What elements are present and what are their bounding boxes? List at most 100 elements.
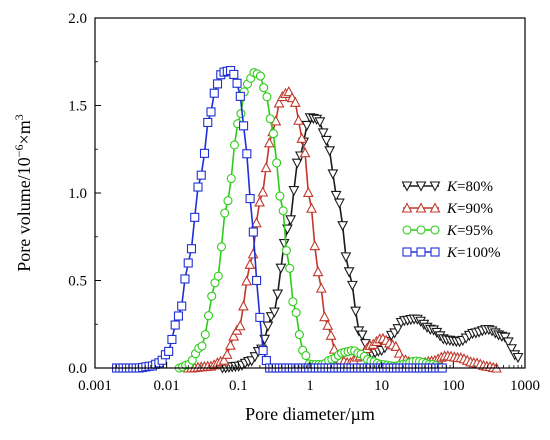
series-K=80% (217, 113, 524, 374)
x-tick-label: 10 (374, 378, 389, 394)
data-point-triangle-up (315, 282, 327, 293)
data-point-triangle-up (254, 196, 266, 207)
legend-label-variable: K (446, 245, 458, 261)
data-point-triangle-down (340, 252, 352, 263)
data-point-triangle-down (506, 344, 517, 355)
data-point-circle (226, 173, 236, 184)
data-point-circle (255, 71, 265, 81)
legend-label-variable: K (446, 223, 458, 239)
data-point-circle (262, 92, 272, 102)
data-point-square (193, 182, 203, 192)
x-tick-label: 100 (442, 378, 465, 394)
data-point-square (183, 258, 193, 268)
legend-label-value: =90% (457, 201, 493, 217)
data-point-triangle-up (244, 258, 256, 269)
data-point-triangle-down (401, 181, 413, 192)
data-point-triangle-down (337, 221, 349, 232)
ticks-layer: 0.001 0.01 0.1 1 10 100 1000 0.0 0.5 1.0 1.5 2.0 (68, 11, 540, 394)
data-point-triangle-down (512, 352, 524, 364)
data-point-triangle-up (302, 186, 314, 198)
legend-label: K=100% (446, 245, 500, 261)
x-tick-label: 1000 (510, 378, 540, 394)
data-point-triangle-down (350, 306, 362, 317)
x-tick-label: 0.01 (154, 378, 180, 394)
data-point-square (206, 107, 216, 117)
data-point-square (180, 274, 190, 284)
data-point-circle (291, 308, 301, 318)
y-tick-label: 1.5 (68, 99, 87, 115)
data-point-triangle-up (237, 300, 249, 311)
data-point-circle (203, 311, 214, 321)
data-point-square (245, 194, 255, 204)
data-point-triangle-up (241, 275, 253, 286)
y-tick-label: 1.0 (68, 186, 87, 202)
data-point-square (232, 78, 242, 88)
data-point-triangle-up (247, 248, 259, 259)
data-point-triangle-up (250, 217, 262, 228)
data-point-square (190, 212, 200, 222)
data-point-triangle-up (325, 329, 337, 340)
data-point-square (164, 346, 174, 356)
data-point-square (416, 247, 426, 257)
data-point-circle (213, 271, 223, 281)
data-point-circle (259, 83, 269, 93)
y-axis-title-exponent: −6 (12, 144, 26, 157)
data-point-square (167, 334, 177, 345)
y-axis-title-unit-exponent: 3 (12, 114, 26, 120)
data-point-triangle-down (356, 330, 368, 341)
legend-label: K=95% (446, 223, 493, 239)
data-point-triangle-down (268, 307, 280, 318)
data-point-circle (229, 140, 240, 150)
legend-item: K=90% (401, 201, 493, 217)
data-point-circle (272, 158, 282, 168)
x-tick-label: 0.001 (78, 378, 112, 394)
y-axis-title-unit: ×m (14, 120, 34, 144)
legend-label-variable: K (446, 201, 458, 217)
data-point-triangle-up (289, 96, 301, 107)
data-point-triangle-up (221, 348, 233, 359)
data-point-triangle-down (317, 128, 329, 139)
data-point-triangle-down (333, 198, 345, 209)
data-point-circle (207, 291, 217, 301)
legend-label-value: =100% (457, 245, 500, 261)
data-point-circle (416, 225, 426, 235)
data-point-triangle-up (228, 330, 240, 341)
legend-item: K=100% (402, 245, 500, 261)
data-point-square (239, 121, 249, 131)
y-axis-title-main: Pore volume/10 (14, 157, 34, 272)
x-axis-title: Pore diameter/µm (245, 404, 375, 424)
data-point-circle (278, 206, 288, 216)
data-point-circle (275, 191, 285, 201)
legend: K=80%K=90%K=95%K=100% (401, 179, 500, 261)
data-point-square (177, 301, 187, 311)
data-point-triangle-down (291, 158, 303, 169)
data-point-square (261, 355, 271, 366)
data-point-square (402, 247, 412, 257)
data-point-triangle-down (288, 186, 300, 197)
data-point-circle (285, 263, 295, 273)
data-point-triangle-up (218, 354, 230, 365)
data-point-square (252, 275, 262, 286)
data-point-triangle-down (301, 120, 313, 132)
data-point-triangle-down (327, 169, 339, 180)
y-axis-title: Pore volume/10−6×m3 (12, 114, 34, 271)
data-point-triangle-up (306, 202, 317, 213)
data-point-circle (216, 242, 227, 252)
data-point-triangle-down (275, 263, 287, 274)
data-point-square (196, 170, 206, 180)
legend-label-value: =80% (457, 179, 493, 195)
y-tick-label: 0.5 (68, 274, 87, 290)
data-point-triangle-down (502, 337, 514, 348)
data-point-circle (236, 109, 246, 119)
data-point-triangle-up (257, 186, 269, 197)
data-point-triangle-down (415, 181, 427, 192)
y-tick-label: 2.0 (68, 11, 87, 27)
data-point-triangle-down (359, 339, 371, 350)
data-point-circle (200, 330, 210, 340)
data-point-triangle-down (262, 321, 274, 332)
data-point-circle (281, 245, 291, 256)
data-point-triangle-up (415, 202, 427, 213)
data-point-square (255, 312, 265, 322)
data-point-triangle-up (393, 347, 405, 358)
